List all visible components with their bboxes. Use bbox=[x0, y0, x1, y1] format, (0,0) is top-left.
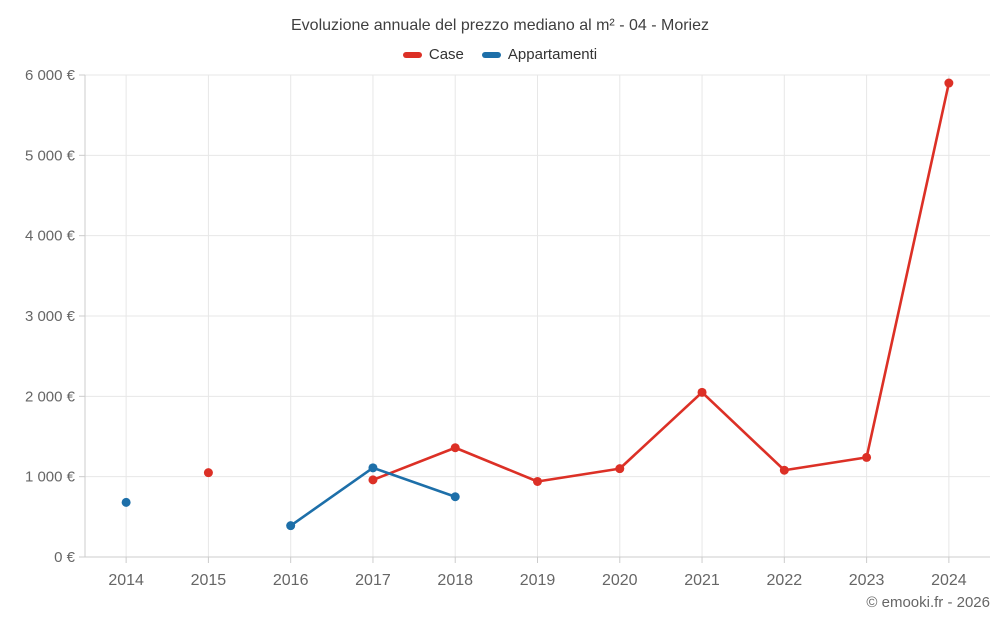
data-point-case-2021[interactable] bbox=[697, 387, 707, 397]
data-point-appartamenti-2016[interactable] bbox=[286, 521, 296, 531]
appartamenti-series-color-icon bbox=[481, 51, 501, 58]
x-axis-label: 2019 bbox=[520, 572, 556, 589]
x-axis-label: 2023 bbox=[849, 572, 885, 589]
x-axis-label: 2018 bbox=[437, 572, 473, 589]
data-point-case-2015[interactable] bbox=[203, 468, 213, 478]
chart-title: Evoluzione annuale del prezzo mediano al… bbox=[291, 17, 709, 34]
y-axis-label: 0 € bbox=[54, 549, 76, 566]
x-axis-label: 2017 bbox=[355, 572, 391, 589]
y-axis-label: 4 000 € bbox=[25, 228, 76, 245]
x-axis-label: 2014 bbox=[108, 572, 144, 589]
data-point-appartamenti-2018[interactable] bbox=[450, 492, 460, 502]
data-point-case-2023[interactable] bbox=[862, 452, 872, 462]
x-axis-label: 2022 bbox=[767, 572, 803, 589]
x-axis-label: 2016 bbox=[273, 572, 309, 589]
data-point-case-2020[interactable] bbox=[615, 464, 625, 474]
case-series-color-icon bbox=[402, 51, 422, 58]
data-point-case-2022[interactable] bbox=[779, 465, 789, 475]
y-axis-label: 2 000 € bbox=[25, 388, 76, 405]
x-axis-label: 2024 bbox=[931, 572, 967, 589]
series-line-case bbox=[371, 81, 951, 483]
y-axis-label: 5 000 € bbox=[25, 147, 76, 164]
x-axis-label: 2020 bbox=[602, 572, 638, 589]
y-axis-label: 6 000 € bbox=[25, 67, 76, 84]
legend-label-appartamenti: Appartamenti bbox=[507, 46, 598, 63]
legend-label-case: Case bbox=[428, 46, 464, 63]
legend: Case Appartamenti bbox=[0, 46, 1000, 63]
data-point-appartamenti-2017[interactable] bbox=[368, 463, 378, 473]
x-axis-label: 2021 bbox=[684, 572, 720, 589]
data-point-case-2017[interactable] bbox=[368, 475, 378, 485]
data-point-case-2019[interactable] bbox=[533, 476, 542, 486]
data-point-appartamenti-2014[interactable] bbox=[121, 497, 131, 507]
data-point-case-2024[interactable] bbox=[944, 78, 954, 88]
data-point-case-2018[interactable] bbox=[450, 443, 460, 453]
y-axis-label: 3 000 € bbox=[25, 308, 76, 325]
legend-item-appartamenti[interactable]: Appartamenti bbox=[481, 46, 598, 63]
legend-item-case[interactable]: Case bbox=[402, 46, 464, 63]
x-axis-label: 2015 bbox=[191, 572, 227, 589]
footer-credit: © emooki.fr - 2026 bbox=[866, 594, 990, 611]
y-axis-label: 1 000 € bbox=[25, 469, 76, 486]
